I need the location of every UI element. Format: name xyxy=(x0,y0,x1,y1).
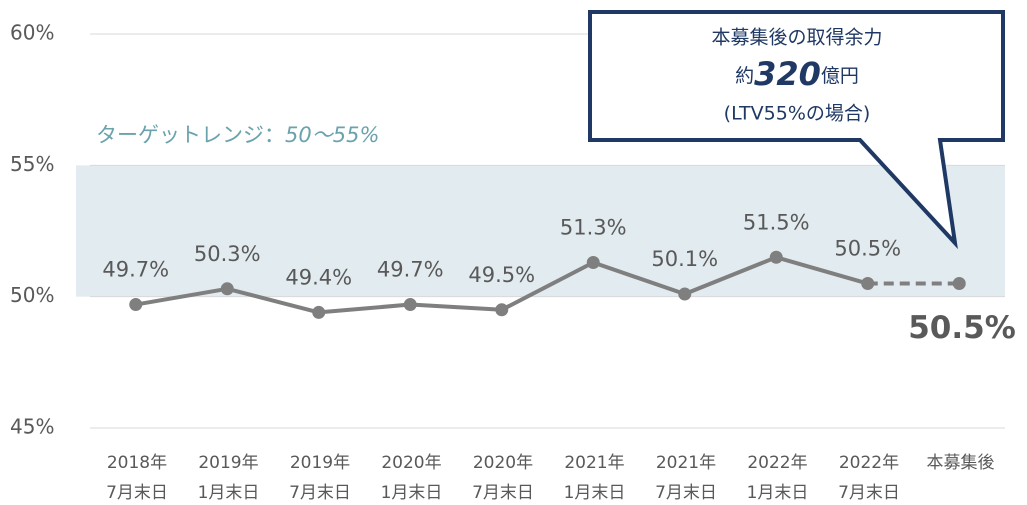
plot: 45% 50% 55% 60% 49.7% 50.3% 49.4% 49.7% 49.5% 51.… xyxy=(10,21,1016,439)
callout-unit: 億円 xyxy=(821,65,859,87)
value-label: 49.4% xyxy=(285,265,352,289)
value-label: 50.5% xyxy=(834,237,901,261)
x-tick-label: 2022年 7月末日 xyxy=(838,453,900,503)
target-label: ターゲットレンジ：50～55% xyxy=(96,123,379,147)
marker xyxy=(220,282,234,296)
y-tick-label: 60% xyxy=(10,21,54,45)
target-range-text: 50～55% xyxy=(285,123,379,147)
x-tick-label: 2019年 7月末日 xyxy=(289,453,351,503)
value-label: 50.3% xyxy=(194,242,261,266)
callout-note: (LTV55%の場合) xyxy=(724,103,871,125)
x-tick-label: 2020年 7月末日 xyxy=(472,453,534,503)
y-tick-label: 50% xyxy=(10,283,54,307)
marker xyxy=(403,298,417,312)
target-band xyxy=(76,165,1005,297)
callout-box xyxy=(588,10,1005,250)
marker xyxy=(952,277,966,291)
marker xyxy=(861,277,875,291)
value-label: 49.5% xyxy=(468,263,535,287)
x-tick-label: 2021年 1月末日 xyxy=(563,453,626,503)
x-tick-label: 2022年 1月末日 xyxy=(746,453,809,503)
value-label-highlight: 50.5% xyxy=(908,310,1016,346)
marker xyxy=(129,298,143,312)
value-label: 49.7% xyxy=(377,258,444,282)
value-label: 49.7% xyxy=(102,258,169,282)
x-tick-label: 2021年 7月末日 xyxy=(655,453,717,503)
x-tick-label: 2018年 7月末日 xyxy=(106,453,168,503)
y-tick-label: 55% xyxy=(10,152,54,176)
value-label: 50.1% xyxy=(651,247,718,271)
marker xyxy=(769,250,783,264)
target-label-text: ターゲットレンジ： xyxy=(96,123,285,147)
marker xyxy=(678,287,692,301)
marker xyxy=(312,305,326,319)
y-tick-label: 45% xyxy=(10,415,54,439)
marker xyxy=(495,303,509,317)
x-tick-label: 2019年 1月末日 xyxy=(197,453,260,503)
callout-prefix: 約 xyxy=(735,65,754,87)
marker xyxy=(586,256,600,270)
callout-amount: 約320億円 xyxy=(735,55,859,93)
callout-number: 320 xyxy=(754,55,821,93)
x-tick-label: 2020年 1月末日 xyxy=(380,453,443,503)
value-label: 51.5% xyxy=(743,210,810,234)
x-tick-label: 本募集後 xyxy=(926,453,995,473)
callout-line1: 本募集後の取得余力 xyxy=(711,27,882,49)
value-label: 51.3% xyxy=(560,216,627,240)
